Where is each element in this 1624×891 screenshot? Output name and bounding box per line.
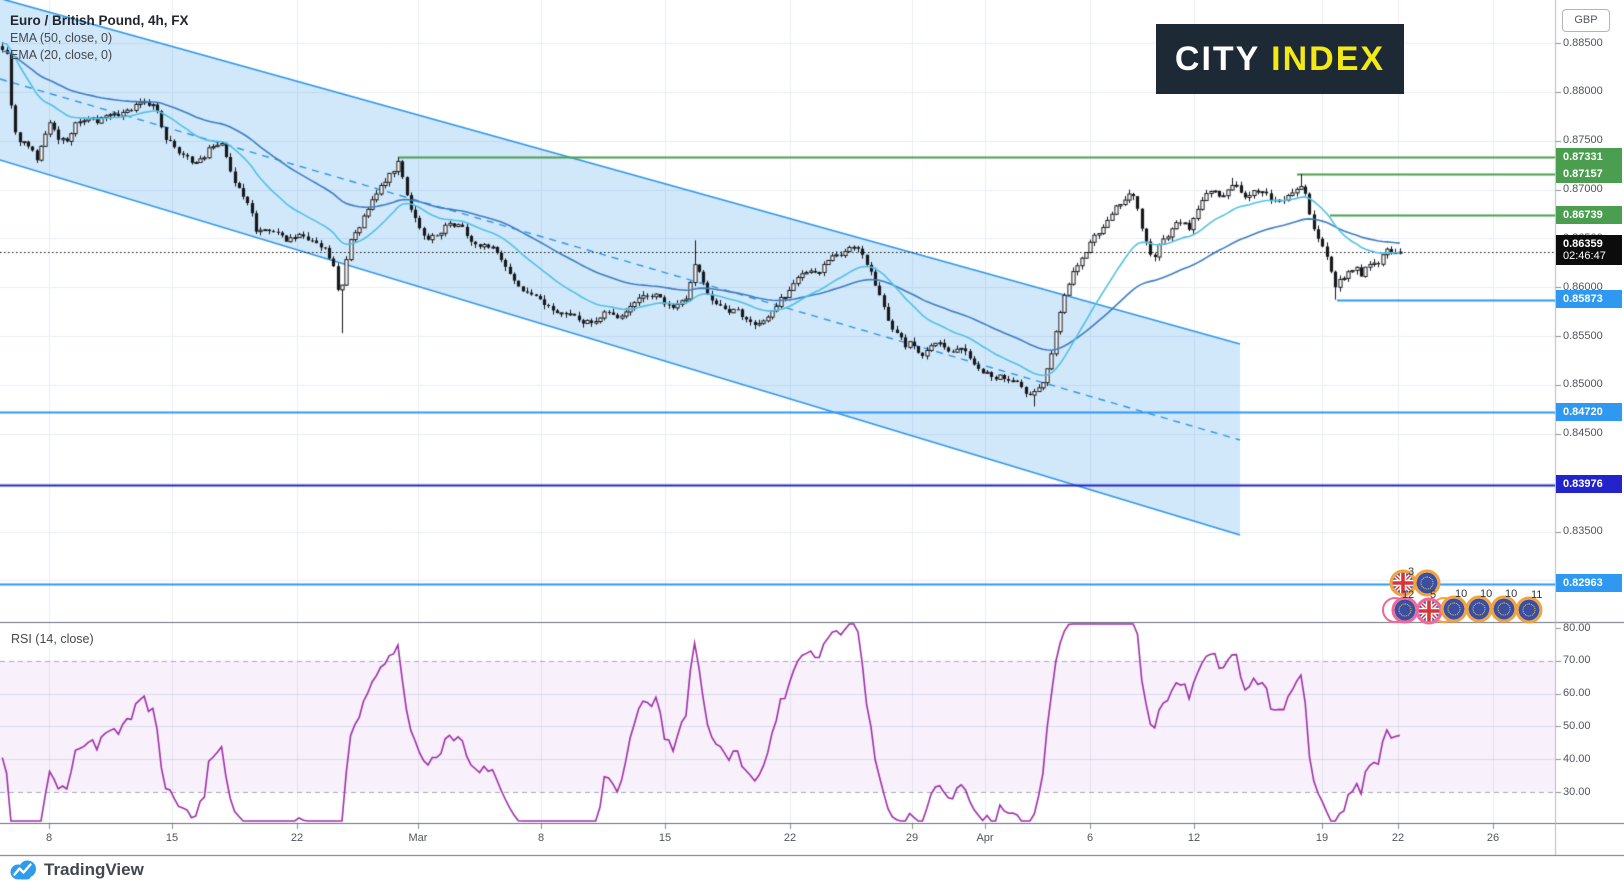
price-badge-0.84720: 0.84720: [1556, 402, 1622, 421]
city-index-logo-city: CITY: [1174, 39, 1272, 78]
price-axis-label: 0.85500: [1563, 329, 1603, 342]
time-axis-label: 22: [290, 832, 304, 844]
time-axis-label: 22: [1391, 832, 1405, 844]
event-count-label: 12: [1402, 589, 1415, 601]
event-count-label: 10: [1480, 588, 1493, 600]
time-axis-label: 26: [1486, 832, 1500, 844]
event-count-label: 5: [1430, 589, 1437, 601]
time-axis-label: 29: [905, 832, 919, 844]
tradingview-logo[interactable]: TradingView: [10, 860, 144, 880]
eu-flag-icon: [1443, 598, 1465, 620]
rsi-axis-label: 60.00: [1563, 687, 1591, 700]
time-axis-label: 15: [658, 832, 672, 844]
tradingview-text: TradingView: [44, 860, 144, 879]
event-eu-flag-icon[interactable]: [1465, 595, 1493, 623]
city-index-logo: CITY INDEX: [1156, 24, 1404, 94]
time-axis-label: Apr: [976, 832, 994, 844]
rsi-axis-label: 30.00: [1563, 785, 1591, 798]
price-badge-0.87331: 0.87331: [1556, 147, 1622, 166]
event-count-label: 10: [1505, 588, 1518, 600]
currency-badge: GBP: [1562, 9, 1610, 32]
event-eu-flag-icon[interactable]: [1413, 569, 1441, 597]
event-uk-flag-icon[interactable]: [1389, 569, 1417, 597]
eu-flag-stars: [1472, 602, 1485, 615]
price-badge-0.85873: 0.85873: [1556, 290, 1622, 309]
event-eu-flag-icon[interactable]: [1515, 596, 1543, 624]
event-count-label: 3: [1408, 566, 1415, 578]
price-badge-0.86739: 0.86739: [1556, 205, 1622, 224]
rsi-axis-label: 80.00: [1563, 621, 1591, 634]
rsi-axis-label: 40.00: [1563, 752, 1591, 765]
price-badge-0.82963: 0.82963: [1556, 574, 1622, 593]
time-axis-label: 8: [537, 832, 545, 844]
price-badge-0.86359: 0.86359 02:46:47: [1556, 235, 1622, 266]
eu-flag-stars: [1447, 602, 1460, 615]
tradingview-icon: [10, 860, 37, 880]
city-index-logo-index: INDEX: [1271, 39, 1386, 78]
eu-flag-icon: [1493, 598, 1515, 620]
time-axis-label: 6: [1086, 832, 1094, 844]
price-badge-countdown: 02:46:47: [1563, 250, 1606, 263]
eu-flag-icon: [1416, 572, 1438, 594]
legend-ema50[interactable]: EMA (50, close, 0): [10, 31, 113, 45]
eu-flag-stars: [1497, 602, 1510, 615]
rsi-axis-label: 70.00: [1563, 654, 1591, 667]
price-axis-label: 0.86000: [1563, 280, 1603, 293]
eu-flag-icon: [1394, 599, 1416, 621]
price-axis-label: 0.88000: [1563, 85, 1603, 98]
event-count-label: 11: [1531, 589, 1543, 601]
time-axis-label: 19: [1315, 832, 1329, 844]
legend-ema20[interactable]: EMA (20, close, 0): [10, 48, 113, 62]
eu-flag-icon: [1518, 599, 1540, 621]
time-axis-label: 15: [165, 832, 179, 844]
price-axis-label: 0.83500: [1563, 525, 1603, 537]
price-axis-label: 0.87000: [1563, 183, 1603, 196]
time-axis-label: Mar: [408, 832, 428, 844]
event-count-label: 10: [1455, 588, 1468, 600]
price-axis-label: 0.84500: [1563, 427, 1603, 440]
eu-flag-stars: [1522, 603, 1535, 616]
price-axis-label: 0.87500: [1563, 134, 1603, 147]
rsi-axis-label: 50.00: [1563, 719, 1591, 732]
price-axis-label: 0.85000: [1563, 378, 1603, 391]
event-uk-flag-icon[interactable]: [1415, 597, 1443, 625]
price-axis-label: 0.88500: [1563, 36, 1603, 49]
eu-flag-stars: [1420, 576, 1433, 589]
price-badge-value: 0.86359: [1563, 238, 1603, 251]
price-badge-0.87157: 0.87157: [1556, 164, 1622, 183]
eu-flag-icon: [1468, 598, 1490, 620]
price-badge-0.83976: 0.83976: [1556, 475, 1622, 494]
time-axis-label: 22: [783, 832, 797, 844]
time-axis-label: 12: [1187, 832, 1201, 844]
time-axis-label: 8: [45, 832, 53, 844]
legend-rsi[interactable]: RSI (14, close): [11, 632, 94, 646]
eu-flag-stars: [1398, 603, 1411, 616]
symbol-title[interactable]: Euro / British Pound, 4h, FX: [10, 13, 188, 28]
